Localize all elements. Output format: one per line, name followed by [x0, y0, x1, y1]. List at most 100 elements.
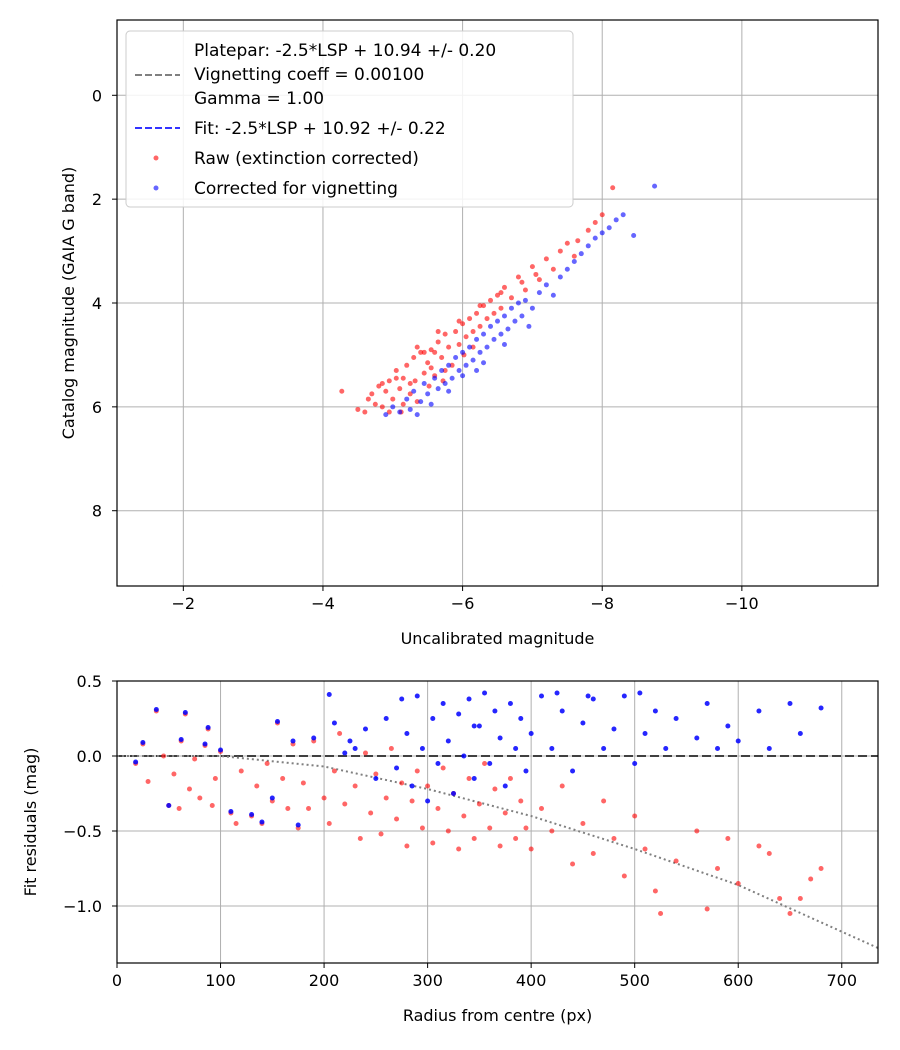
- raw-point: [474, 310, 480, 316]
- raw-point: [456, 318, 462, 324]
- bottom-xtick-label: 0: [112, 971, 122, 990]
- corrected-point: [481, 360, 487, 366]
- raw-point: [484, 316, 490, 322]
- raw-point: [557, 248, 563, 254]
- corrected-residual-point: [663, 746, 669, 751]
- corrected-residual-point: [326, 692, 332, 697]
- raw-point: [414, 399, 420, 405]
- corrected-point: [407, 406, 413, 412]
- corrected-residual-point: [425, 798, 431, 804]
- raw-point: [529, 264, 535, 270]
- corrected-residual-point: [466, 696, 472, 702]
- legend-raw-label: Raw (extinction corrected): [194, 149, 419, 169]
- top-xtick-label: −6: [451, 594, 475, 613]
- corrected-residual-point: [725, 723, 731, 729]
- corrected-point: [550, 292, 556, 298]
- raw-residual-point: [528, 846, 534, 852]
- corrected-residual-point: [492, 708, 498, 714]
- raw-residual-point: [549, 828, 555, 834]
- corrected-residual-point: [259, 819, 265, 825]
- raw-point: [592, 220, 598, 226]
- raw-point: [456, 342, 462, 348]
- corrected-point: [442, 380, 448, 386]
- raw-point: [442, 368, 448, 374]
- raw-residual-point: [300, 780, 306, 786]
- raw-point: [467, 316, 473, 322]
- raw-residual-point: [756, 843, 762, 849]
- corrected-residual-point: [518, 716, 524, 721]
- raw-point: [449, 362, 455, 368]
- corrected-point: [495, 318, 500, 324]
- raw-residual-point: [186, 786, 192, 792]
- corrected-residual-point: [559, 708, 565, 714]
- raw-point: [432, 349, 438, 355]
- raw-point: [428, 365, 434, 371]
- raw-residual-point: [419, 825, 425, 831]
- raw-point: [393, 368, 399, 374]
- bottom-scatter-points: [133, 690, 824, 916]
- corrected-residual-point: [601, 746, 607, 751]
- corrected-residual-point: [178, 737, 184, 742]
- raw-residual-point: [373, 771, 379, 777]
- corrected-point: [425, 391, 431, 397]
- raw-point: [386, 409, 392, 415]
- bottom-xtick-label: 100: [205, 971, 236, 990]
- corrected-residual-point: [409, 783, 415, 789]
- raw-point: [393, 375, 399, 381]
- corrected-point: [446, 362, 452, 368]
- raw-point: [470, 344, 476, 350]
- raw-residual-point: [321, 795, 327, 801]
- raw-residual-point: [368, 810, 374, 816]
- raw-point: [543, 256, 549, 262]
- corrected-point: [481, 331, 487, 337]
- raw-point: [439, 355, 445, 361]
- corrected-residual-point: [295, 822, 301, 828]
- raw-point: [379, 404, 385, 410]
- corrected-point: [474, 336, 480, 342]
- corrected-point: [435, 386, 441, 392]
- top-ylabel: Catalog magnitude (GAIA G band): [59, 167, 78, 439]
- raw-residual-point: [808, 876, 814, 882]
- raw-point: [498, 290, 504, 296]
- corrected-residual-point: [476, 723, 482, 729]
- raw-point: [383, 388, 389, 394]
- corrected-residual-point: [766, 746, 772, 751]
- raw-point: [501, 284, 507, 290]
- corrected-point: [460, 373, 466, 379]
- bottom-chart: 0 100 200 300 400 500 600 700 0.5 0.0 −0.5 −1.0 Rad…: [21, 672, 879, 1025]
- bottom-grid: [116, 680, 878, 963]
- bottom-xtick-label: 500: [619, 971, 650, 990]
- bottom-ytick-label: −0.5: [63, 822, 102, 841]
- raw-residual-point: [238, 768, 244, 774]
- raw-residual-point: [471, 836, 477, 841]
- corrected-residual-point: [430, 716, 436, 721]
- raw-residual-point: [425, 783, 431, 789]
- corrected-point: [501, 342, 507, 348]
- raw-point: [379, 380, 385, 386]
- top-ytick-label: 2: [92, 190, 102, 209]
- raw-residual-point: [673, 858, 679, 864]
- raw-point: [412, 378, 418, 384]
- bottom-xtick-label: 600: [723, 971, 754, 990]
- raw-point: [495, 292, 500, 298]
- raw-residual-point: [518, 798, 524, 804]
- corrected-residual-point: [735, 738, 741, 744]
- raw-residual-point: [394, 816, 400, 822]
- corrected-point: [463, 362, 469, 368]
- corrected-point: [613, 217, 619, 223]
- raw-residual-point: [658, 911, 664, 916]
- raw-residual-point: [642, 846, 648, 852]
- legend-corrected-marker: [153, 185, 159, 191]
- raw-residual-point: [209, 803, 215, 808]
- corrected-point: [397, 409, 403, 415]
- raw-residual-point: [797, 896, 803, 901]
- corrected-residual-point: [414, 693, 420, 699]
- raw-point: [428, 347, 434, 353]
- legend: Platepar: -2.5*LSP + 10.94 +/- 0.20 Vign…: [125, 30, 574, 208]
- raw-point: [418, 349, 424, 355]
- corrected-point: [501, 313, 507, 319]
- raw-residual-point: [306, 806, 312, 811]
- corrected-point: [404, 396, 410, 402]
- corrected-residual-point: [642, 731, 648, 736]
- raw-residual-point: [652, 888, 658, 894]
